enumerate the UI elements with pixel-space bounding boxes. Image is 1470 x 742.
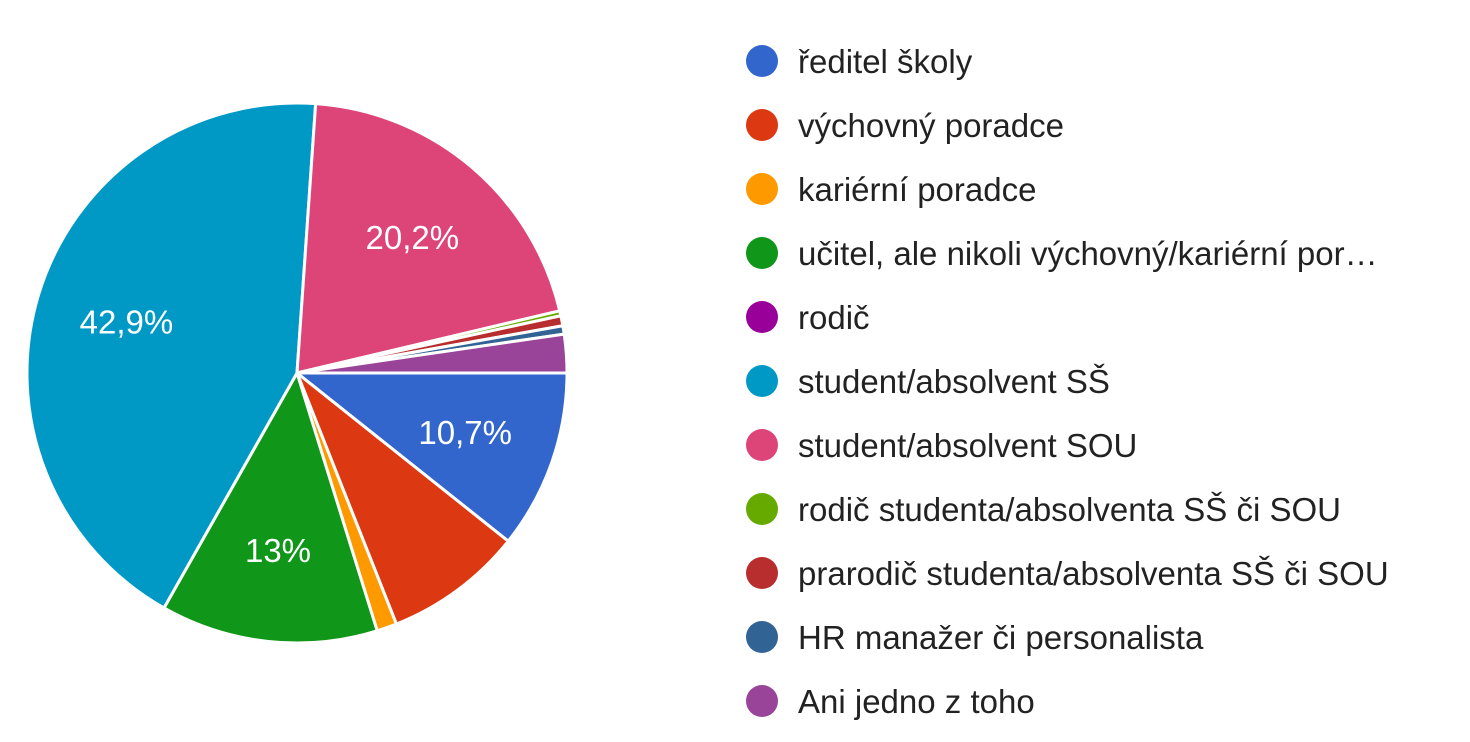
legend-label: student/absolvent SOU	[798, 427, 1138, 464]
legend-swatch	[746, 621, 778, 653]
legend-item: rodič studenta/absolventa SŠ či SOU	[746, 486, 1446, 533]
legend-item: ředitel školy	[746, 38, 1446, 85]
legend-swatch	[746, 685, 778, 717]
legend-item: Ani jedno z toho	[746, 678, 1446, 725]
pie-slice	[162, 371, 379, 645]
legend-label: student/absolvent SŠ	[798, 363, 1110, 400]
legend-swatch	[746, 557, 778, 589]
legend-item: výchovný poradce	[746, 102, 1446, 149]
slice-label: 42,9%	[80, 304, 174, 341]
legend-label: prarodič studenta/absolventa SŠ či SOU	[798, 555, 1389, 592]
legend-item: HR manažer či personalista	[746, 614, 1446, 661]
slice-label: 20,2%	[366, 219, 460, 256]
legend-swatch	[746, 45, 778, 77]
legend-label: rodič	[798, 299, 870, 336]
legend-swatch	[746, 109, 778, 141]
legend-item: učitel, ale nikoli výchovný/kariérní por…	[746, 230, 1446, 277]
legend-item: prarodič studenta/absolventa SŠ či SOU	[746, 550, 1446, 597]
slice-label: 13%	[245, 532, 311, 569]
legend-swatch	[746, 365, 778, 397]
legend-swatch	[746, 173, 778, 205]
legend-swatch	[746, 237, 778, 269]
pie-slice	[295, 332, 569, 375]
legend-label: učitel, ale nikoli výchovný/kariérní por…	[798, 235, 1378, 272]
pie-plot: 10,7% 13% 42,9% 20,2%	[25, 101, 569, 645]
legend-label: kariérní poradce	[798, 171, 1037, 208]
pie-slice	[295, 102, 562, 375]
slice-label: 10,7%	[418, 414, 512, 451]
legend-label: HR manažer či personalista	[798, 619, 1204, 656]
pie-slice	[25, 101, 318, 610]
legend-item: student/absolvent SŠ	[746, 358, 1446, 405]
legend-label: Ani jedno z toho	[798, 683, 1035, 720]
legend: ředitel školy výchovný poradce kariérní po…	[746, 38, 1446, 742]
pie-slice	[295, 371, 569, 543]
legend-swatch	[746, 301, 778, 333]
pie-slice	[295, 371, 510, 626]
legend-label: ředitel školy	[798, 43, 973, 80]
legend-item: kariérní poradce	[746, 166, 1446, 213]
legend-swatch	[746, 493, 778, 525]
legend-label: výchovný poradce	[798, 107, 1064, 144]
legend-item: student/absolvent SOU	[746, 422, 1446, 469]
legend-swatch	[746, 429, 778, 461]
legend-item: rodič	[746, 294, 1446, 341]
legend-label: rodič studenta/absolventa SŠ či SOU	[798, 491, 1341, 528]
